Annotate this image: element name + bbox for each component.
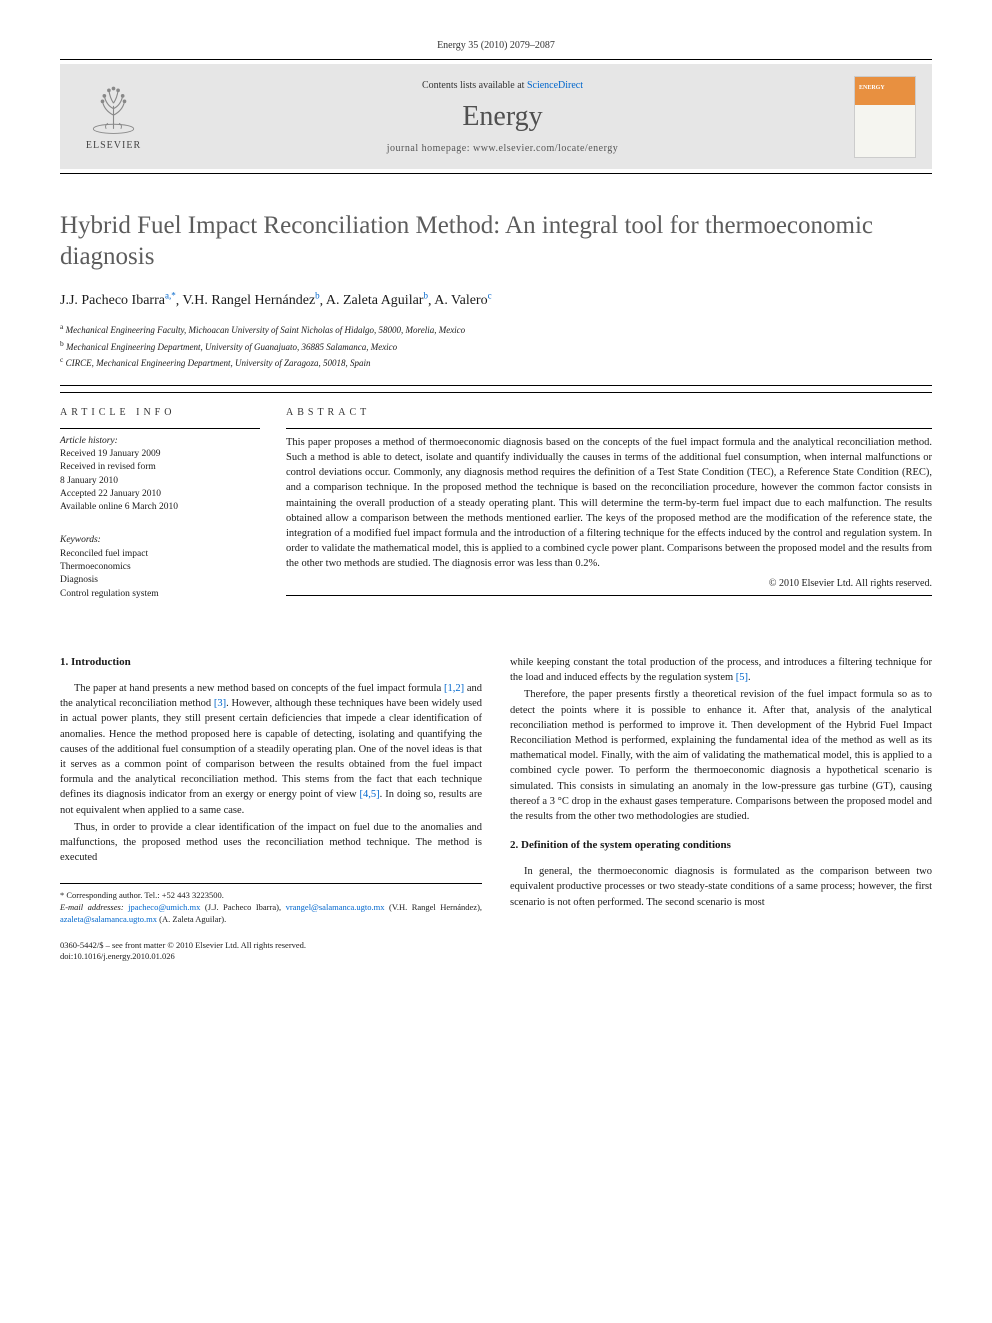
paragraph: The paper at hand presents a new method … bbox=[60, 681, 482, 818]
author-affil-mark[interactable]: c bbox=[488, 291, 492, 301]
paragraph: Therefore, the paper presents firstly a … bbox=[510, 687, 932, 824]
keywords-label: Keywords: bbox=[60, 534, 260, 547]
abstract-text: This paper proposes a method of thermoec… bbox=[286, 428, 932, 572]
article-info-label: ARTICLE INFO bbox=[60, 407, 260, 418]
history-item: 8 January 2010 bbox=[60, 475, 260, 488]
front-matter: 0360-5442/$ – see front matter © 2010 El… bbox=[60, 940, 482, 951]
keyword: Thermoeconomics bbox=[60, 561, 260, 574]
history-item: Received 19 January 2009 bbox=[60, 448, 260, 461]
email-link[interactable]: jpacheco@umich.mx bbox=[128, 902, 200, 912]
author: V.H. Rangel Hernándezb bbox=[182, 293, 319, 308]
keyword: Diagnosis bbox=[60, 574, 260, 587]
paragraph: Thus, in order to provide a clear identi… bbox=[60, 820, 482, 866]
affiliations: a Mechanical Engineering Faculty, Michoa… bbox=[60, 321, 932, 371]
publisher-name: ELSEVIER bbox=[86, 140, 141, 151]
email-addresses: E-mail addresses: jpacheco@umich.mx (J.J… bbox=[60, 902, 482, 926]
footnote-block: * Corresponding author. Tel.: +52 443 32… bbox=[60, 883, 482, 963]
divider bbox=[286, 595, 932, 596]
doi: doi:10.1016/j.energy.2010.01.026 bbox=[60, 951, 482, 963]
history-item: Available online 6 March 2010 bbox=[60, 501, 260, 514]
contents-prefix: Contents lists available at bbox=[422, 80, 527, 91]
divider bbox=[60, 173, 932, 174]
author-affil-mark[interactable]: b bbox=[423, 291, 428, 301]
emails-label: E-mail addresses: bbox=[60, 902, 128, 912]
section-heading: 1. Introduction bbox=[60, 655, 482, 671]
author-affil-mark[interactable]: a,* bbox=[165, 291, 176, 301]
journal-cover-thumbnail bbox=[854, 76, 916, 158]
author: J.J. Pacheco Ibarraa,* bbox=[60, 293, 176, 308]
publisher-logo: ELSEVIER bbox=[76, 74, 151, 159]
homepage-prefix: journal homepage: bbox=[387, 143, 473, 154]
author: A. Valeroc bbox=[434, 293, 491, 308]
email-who: (V.H. Rangel Hernández) bbox=[389, 902, 480, 912]
abstract-copyright: © 2010 Elsevier Ltd. All rights reserved… bbox=[286, 578, 932, 589]
section-heading: 2. Definition of the system operating co… bbox=[510, 838, 932, 854]
keywords-block: Keywords: Reconciled fuel impact Thermoe… bbox=[60, 528, 260, 600]
journal-header: ELSEVIER Contents lists available at Sci… bbox=[60, 64, 932, 169]
affiliation: a Mechanical Engineering Faculty, Michoa… bbox=[60, 321, 932, 338]
paragraph: In general, the thermoeconomic diagnosis… bbox=[510, 864, 932, 910]
abstract-column: ABSTRACT This paper proposes a method of… bbox=[286, 407, 932, 615]
body-text: 1. Introduction The paper at hand presen… bbox=[60, 655, 932, 963]
divider bbox=[60, 385, 932, 386]
abstract-label: ABSTRACT bbox=[286, 407, 932, 418]
article-title: Hybrid Fuel Impact Reconciliation Method… bbox=[60, 210, 932, 273]
elsevier-tree-icon bbox=[86, 83, 141, 138]
citation-link[interactable]: [3] bbox=[214, 698, 226, 709]
email-who: (J.J. Pacheco Ibarra) bbox=[205, 902, 279, 912]
paragraph: while keeping constant the total product… bbox=[510, 655, 932, 685]
divider bbox=[60, 59, 932, 60]
keyword: Control regulation system bbox=[60, 588, 260, 601]
history-item: Accepted 22 January 2010 bbox=[60, 488, 260, 501]
header-citation: Energy 35 (2010) 2079–2087 bbox=[60, 40, 932, 51]
citation-link[interactable]: [5] bbox=[736, 672, 748, 683]
citation-link[interactable]: [4,5] bbox=[360, 789, 380, 800]
author-affil-mark[interactable]: b bbox=[315, 291, 320, 301]
authors-line: J.J. Pacheco Ibarraa,*, V.H. Rangel Hern… bbox=[60, 291, 932, 310]
affiliation: c CIRCE, Mechanical Engineering Departme… bbox=[60, 354, 932, 371]
affiliation: b Mechanical Engineering Department, Uni… bbox=[60, 338, 932, 355]
journal-homepage: journal homepage: www.elsevier.com/locat… bbox=[151, 143, 854, 154]
keyword: Reconciled fuel impact bbox=[60, 548, 260, 561]
article-history: Article history: Received 19 January 200… bbox=[60, 428, 260, 515]
corresponding-author: * Corresponding author. Tel.: +52 443 32… bbox=[60, 890, 482, 902]
journal-name: Energy bbox=[151, 101, 854, 133]
email-link[interactable]: azaleta@salamanca.ugto.mx bbox=[60, 914, 157, 924]
history-item: Received in revised form bbox=[60, 461, 260, 474]
email-who: (A. Zaleta Aguilar) bbox=[159, 914, 224, 924]
author: A. Zaleta Aguilarb bbox=[326, 293, 428, 308]
sciencedirect-link[interactable]: ScienceDirect bbox=[527, 80, 583, 91]
citation-link[interactable]: [1,2] bbox=[444, 683, 464, 694]
homepage-url[interactable]: www.elsevier.com/locate/energy bbox=[473, 143, 618, 154]
article-info-column: ARTICLE INFO Article history: Received 1… bbox=[60, 407, 260, 615]
contents-available: Contents lists available at ScienceDirec… bbox=[151, 80, 854, 91]
email-link[interactable]: vrangel@salamanca.ugto.mx bbox=[286, 902, 385, 912]
history-label: Article history: bbox=[60, 435, 260, 448]
